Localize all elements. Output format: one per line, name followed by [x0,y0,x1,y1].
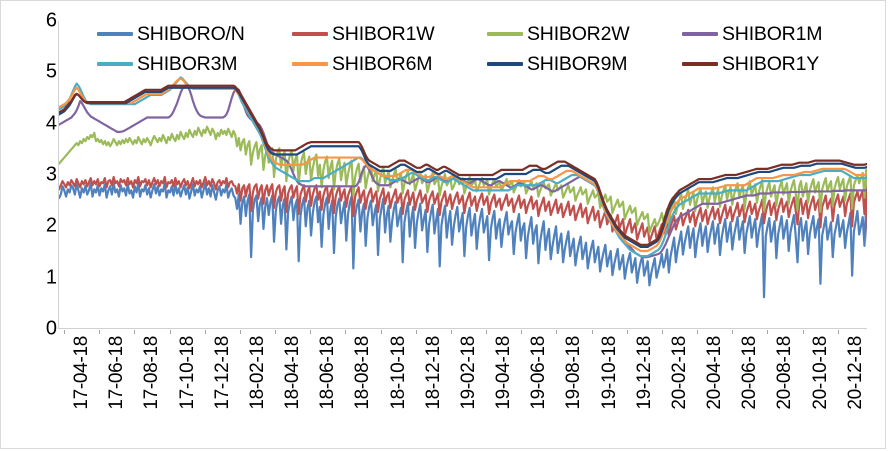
x-axis-tick-mark [802,330,804,334]
plot-svg [59,76,867,299]
x-axis-tick-mark [380,330,382,334]
x-axis-tick-mark [275,330,277,334]
x-axis-tick-label: 19-06-18 [528,336,550,410]
x-axis-tick-label: 19-10-18 [598,336,620,410]
x-axis-tick-label: 19-04-18 [493,336,515,410]
x-axis-tick-mark [99,330,101,334]
x-axis-tick-label: 17-04-18 [71,336,92,410]
x-axis-tick-mark [661,330,663,334]
x-axis-tick-mark [450,330,452,334]
plot-area [58,21,867,329]
y-axis-tick-label: 4 [45,112,57,135]
y-axis-tick-label: 1 [45,266,57,289]
y-axis-tick-label: 2 [45,214,57,237]
x-axis-tick-label: 18-02-18 [246,336,268,410]
x-axis-tick-label: 17-10-18 [176,336,198,410]
x-axis-tick-label: 18-08-18 [352,336,374,410]
x-axis-tick-mark [486,330,488,334]
x-axis-tick-label: 20-04-18 [704,336,726,410]
x-axis-tick-label: 19-12-18 [633,336,655,410]
x-axis-tick-label: 19-02-18 [457,336,479,410]
x-axis-tick-mark [732,330,734,334]
x-axis-tick-label: 20-06-18 [739,336,761,410]
x-axis-tick-mark [521,330,523,334]
series-line-shibor1w [59,175,867,243]
y-axis-tick-label: 3 [45,163,57,186]
y-axis-tick-label: 6 [45,9,57,32]
x-axis-tick-mark [697,330,699,334]
x-axis-tick-mark [310,330,312,334]
x-axis-tick-mark [556,330,558,334]
x-axis-tick-label: 18-10-18 [387,336,409,410]
x-axis-tick-mark [204,330,206,334]
series-line-shibor1y [59,84,867,246]
x-axis-tick-label: 19-08-18 [563,336,585,410]
x-axis-tick-mark [837,330,839,334]
x-axis-tick-label: 18-06-18 [317,336,339,410]
y-axis-tick-label: 0 [45,317,57,340]
x-axis-tick-mark [626,330,628,334]
x-axis-tick-label: 20-10-18 [809,336,831,410]
series-line-shiboro-n [59,182,867,299]
x-axis-tick-label: 18-04-18 [282,336,304,410]
y-axis: 6 5 4 3 2 1 0 [13,1,57,450]
x-axis-tick-label: 17-06-18 [106,336,128,410]
x-axis-tick-mark [64,330,65,334]
x-axis-tick-mark [591,330,593,334]
x-axis-tick-mark [415,330,417,334]
x-axis-tick-label: 20-12-18 [844,336,866,410]
x-axis-tick-mark [239,330,241,334]
x-axis-tick-mark [345,330,347,334]
x-axis-tick-label: 20-02-18 [668,336,690,410]
x-axis-tick-label: 18-12-18 [422,336,444,410]
y-axis-tick-label: 5 [45,60,57,83]
series-line-shibor9m [59,86,867,248]
x-axis-tick-mark [169,330,171,334]
x-axis: 17-04-18 17-06-18 17-08-18 17-10-18 17-12-18… [58,330,867,448]
x-axis-tick-label: 17-12-18 [211,336,233,410]
x-axis-tick-mark [767,330,769,334]
x-axis-tick-label: 20-08-18 [774,336,796,410]
x-axis-tick-mark [134,330,136,334]
x-axis-tick-label: 17-08-18 [141,336,163,410]
